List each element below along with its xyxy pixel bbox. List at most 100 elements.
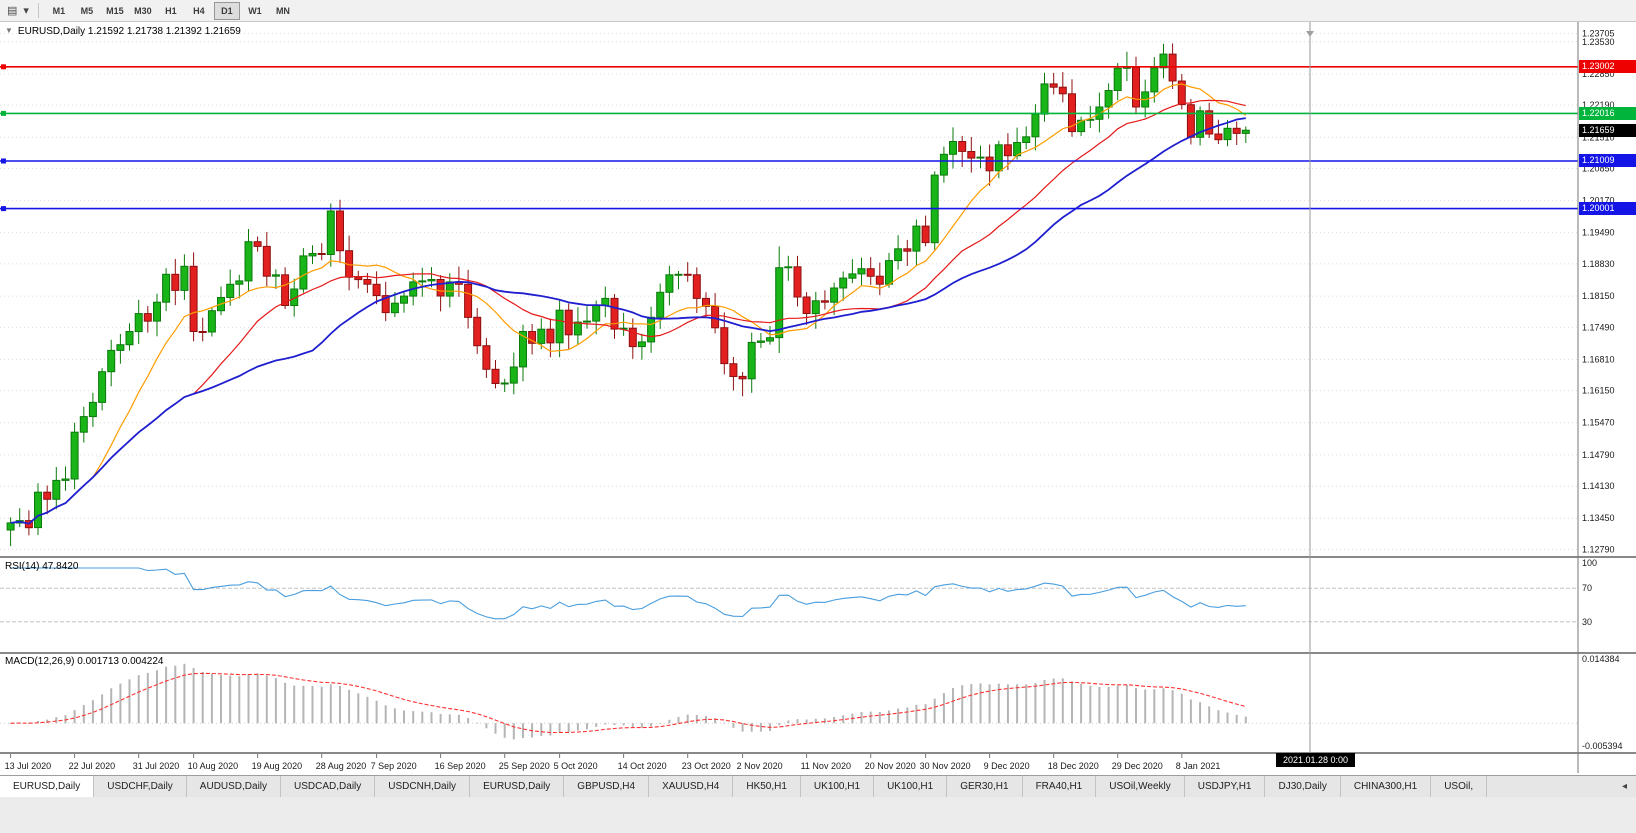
macd-hist-bar (1208, 706, 1211, 724)
macd-hist-bar (878, 711, 881, 724)
macd-hist-bar (631, 723, 634, 727)
macd-hist-bar (714, 718, 717, 724)
dropdown-caret-icon[interactable]: ▾ (23, 4, 29, 17)
chart-tab[interactable]: HK50,H1 (733, 776, 801, 797)
macd-hist-bar (741, 723, 744, 732)
chart-canvas[interactable]: 10070300.014384-0.0053941.237051.235301.… (0, 22, 1636, 775)
macd-hist-bar (522, 723, 524, 738)
charts-icon[interactable]: ▤ (7, 4, 18, 17)
chart-tab[interactable]: USDCHF,Daily (94, 776, 187, 797)
chart-tab[interactable]: GBPUSD,H4 (564, 776, 650, 797)
macd-hist-bar (805, 719, 808, 724)
macd-hist-bar (174, 665, 177, 724)
date-tick-label: 5 Oct 2020 (554, 761, 598, 771)
chart-tab[interactable]: UK100,H1 (800, 776, 875, 797)
date-axis[interactable]: 13 Jul 2020 22 Jul 2020 31 Jul 2020 10 Aug … (5, 754, 1221, 771)
macd-hist-bar (1116, 685, 1119, 724)
chart-tab[interactable]: UK100,H1 (874, 776, 948, 797)
chart-shift-marker-icon[interactable] (1306, 31, 1314, 37)
macd-hist-bar (942, 693, 945, 724)
price-tick-label: 1.22850 (1582, 69, 1615, 79)
macd-hist-bar (1235, 714, 1238, 724)
chart-tab[interactable]: EURUSD,Daily (470, 776, 565, 797)
chart-tab-bar: EURUSD,Daily USDCHF,Daily AUDUSD,Daily USDC… (0, 775, 1636, 797)
macd-hist-bar (833, 717, 836, 724)
macd-hist-bar (128, 679, 131, 724)
macd-hist-bar (613, 723, 616, 725)
macd-hist-bar (723, 723, 726, 724)
macd-hist-bar (73, 710, 76, 724)
macd-hist-bar (869, 711, 872, 724)
timeframe-button-M30[interactable]: M30 (134, 5, 152, 16)
hline-price-tag: 1.22016 (1579, 107, 1636, 120)
chart-tab[interactable]: USDCNH,Daily (375, 776, 471, 797)
rsi-pane: 100 70 30 (0, 558, 1597, 627)
hline-price-tag: 1.20001 (1579, 202, 1636, 215)
macd-hist-bar (256, 673, 259, 724)
chart-tab[interactable]: USDCAD,Daily (281, 776, 376, 797)
timeframe-button-W1[interactable]: W1 (248, 5, 262, 16)
price-tick-label: 1.13450 (1582, 513, 1615, 523)
ma-line-10 (10, 83, 1247, 525)
date-tick-label: 13 Jul 2020 (5, 761, 52, 771)
price-tick-label: 1.12790 (1582, 544, 1615, 554)
chart-tab[interactable]: XAUUSD,H4 (649, 776, 734, 797)
macd-hist-bar (1025, 684, 1028, 724)
price-tick-label: 1.22190 (1582, 100, 1615, 110)
macd-hist-bar (421, 711, 424, 724)
chart-tab[interactable]: GER30,H1 (947, 776, 1023, 797)
macd-hist-bar (348, 689, 351, 724)
macd-hist-bar (988, 684, 991, 724)
date-tick-label: 10 Aug 2020 (188, 761, 239, 771)
macd-hist-bar (842, 715, 845, 724)
macd-hist-bar (997, 683, 1000, 724)
chart-title: ▼ EURUSD,Daily 1.21592 1.21738 1.21392 1.… (5, 26, 241, 37)
rsi-line (10, 567, 1246, 620)
timeframe-button-MN[interactable]: MN (275, 5, 290, 16)
tabs-scroll-left-icon[interactable]: ◂ (1621, 781, 1627, 792)
macd-hist-bar (494, 723, 497, 734)
chart-tab[interactable]: CHINA300,H1 (1340, 776, 1432, 797)
macd-hist-bar (119, 683, 122, 724)
macd-hist-bar (467, 718, 470, 724)
timeframe-button-M15[interactable]: M15 (106, 5, 124, 16)
macd-hist-bar (1244, 716, 1247, 724)
macd-hist-bar (146, 672, 149, 724)
timeframe-button-H1[interactable]: H1 (165, 5, 177, 16)
macd-hist-bar (82, 705, 85, 724)
price-tick-label: 1.14130 (1582, 481, 1615, 491)
macd-hist-bar (640, 723, 643, 728)
macd-hist-bar (201, 672, 204, 724)
macd-hist-bar (1153, 689, 1156, 724)
ma-line-21 (10, 99, 1246, 525)
rsi-tick-label: 30 (1582, 617, 1592, 627)
macd-hist-bar (265, 675, 268, 724)
chart-tab[interactable]: USOil, (1431, 776, 1488, 797)
chart-tab[interactable]: USOil,Weekly (1096, 776, 1185, 797)
timeframe-button-M5[interactable]: M5 (80, 5, 94, 16)
timeframe-button-M1[interactable]: M1 (52, 5, 66, 16)
macd-hist-bar (384, 705, 387, 724)
chart-tab[interactable]: EURUSD,Daily (0, 776, 95, 797)
collapse-chart-icon[interactable]: ▼ (5, 26, 13, 35)
chart-tab[interactable]: DJ30,Daily (1265, 776, 1341, 797)
date-tick-label: 22 Jul 2020 (69, 761, 116, 771)
chart-tab[interactable]: USDJPY,H1 (1184, 776, 1266, 797)
price-tick-label: 1.18150 (1582, 291, 1615, 301)
price-tick-label: 1.14790 (1582, 450, 1615, 460)
macd-hist-bar (448, 714, 451, 724)
macd-hist-bar (1043, 680, 1046, 724)
macd-hist-bar (366, 696, 369, 724)
timeframe-button-D1[interactable]: D1 (213, 1, 240, 20)
macd-hist-bar (210, 674, 213, 724)
macd-hist-bar (677, 716, 680, 724)
chart-tab[interactable]: AUDUSD,Daily (186, 776, 282, 797)
timeframe-button-H4[interactable]: H4 (193, 5, 205, 16)
chart-tab[interactable]: FRA40,H1 (1022, 776, 1097, 797)
macd-hist-bar (503, 723, 506, 738)
pane-separator[interactable] (0, 556, 1636, 754)
macd-hist-bar (357, 693, 360, 724)
horizontal-lines[interactable] (0, 64, 1578, 212)
macd-pane: 0.014384 -0.005394 (0, 654, 1623, 751)
